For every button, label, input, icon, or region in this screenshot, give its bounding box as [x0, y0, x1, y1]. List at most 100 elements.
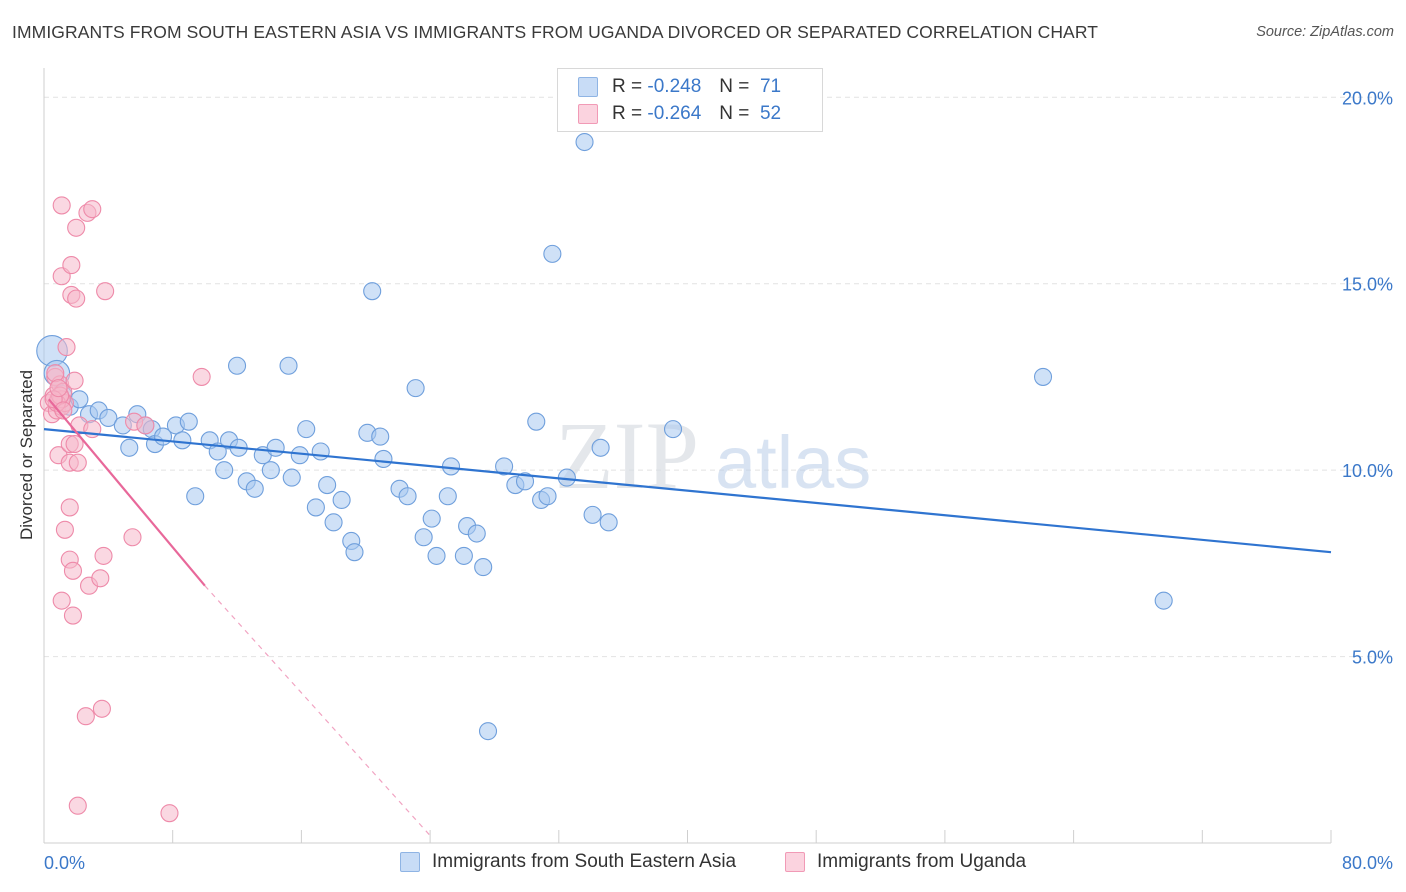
- legend: R = -0.248 N = 71 R = -0.264 N = 52: [557, 68, 823, 132]
- chart-source: Source: ZipAtlas.com: [1256, 24, 1394, 40]
- data-point: [543, 244, 562, 263]
- data-point: [120, 438, 139, 457]
- data-point: [406, 379, 425, 398]
- trend-lines: [43, 398, 1332, 836]
- data-point: [46, 364, 65, 383]
- data-point: [474, 558, 493, 577]
- y-tick-label: 10.0%: [1342, 461, 1393, 481]
- data-point: [345, 543, 364, 562]
- data-point: [65, 434, 84, 454]
- watermark-atlas: atlas: [715, 421, 871, 504]
- data-point: [54, 401, 73, 420]
- data-point: [279, 356, 298, 375]
- trend-line: [43, 428, 1332, 554]
- legend-row-pink: R = -0.264 N = 52: [578, 101, 781, 127]
- data-point: [68, 453, 87, 472]
- data-point: [371, 427, 390, 446]
- data-point: [92, 699, 111, 718]
- data-point: [414, 528, 433, 547]
- data-point: [478, 722, 498, 741]
- bottom-legend-blue: Immigrants from South Eastern Asia: [400, 851, 736, 873]
- y-tick-label: 5.0%: [1352, 648, 1393, 668]
- trend-line: [47, 398, 206, 587]
- legend-n-label: N =: [719, 76, 750, 97]
- y-axis-label: Divorced or Separated: [17, 370, 36, 540]
- data-point: [83, 200, 102, 219]
- data-point: [99, 408, 118, 427]
- data-point: [1033, 367, 1053, 386]
- data-point: [62, 256, 81, 275]
- data-point: [63, 606, 83, 625]
- watermark: ZIP: [555, 402, 699, 509]
- data-point: [282, 468, 301, 487]
- data-point: [583, 505, 602, 524]
- legend-r-value: -0.264: [647, 103, 702, 124]
- data-point: [52, 196, 71, 215]
- grid-lines: [44, 96, 1393, 658]
- bottom-legend-label-pink: Immigrants from Uganda: [817, 851, 1027, 872]
- data-point: [123, 528, 142, 547]
- data-point: [575, 132, 594, 152]
- legend-r-label: R =: [612, 76, 643, 97]
- data-point: [261, 461, 280, 480]
- data-point: [324, 513, 343, 532]
- data-point: [538, 487, 557, 506]
- data-point: [591, 438, 610, 457]
- data-point: [76, 707, 95, 726]
- x-tick-label: 0.0%: [44, 853, 85, 873]
- data-point: [67, 218, 86, 237]
- series-uganda: [39, 196, 211, 823]
- legend-n-value: 71: [759, 76, 782, 97]
- data-point: [422, 509, 441, 528]
- data-point: [60, 498, 79, 517]
- data-point: [306, 498, 325, 517]
- legend-r-value: -0.248: [647, 76, 702, 97]
- data-point: [96, 282, 115, 301]
- data-point: [215, 461, 234, 480]
- data-point: [297, 420, 316, 439]
- y-tick-label: 20.0%: [1342, 88, 1393, 108]
- data-point: [438, 487, 457, 506]
- data-point: [67, 289, 86, 308]
- data-point: [160, 804, 179, 823]
- data-point: [49, 379, 68, 398]
- data-point: [495, 457, 514, 476]
- data-point: [65, 371, 84, 390]
- tick-labels: 5.0% 10.0% 15.0% 20.0% 0.0% 80.0%: [44, 88, 1393, 873]
- data-point: [515, 472, 535, 491]
- data-point: [57, 338, 76, 357]
- data-point: [266, 438, 285, 457]
- data-point: [599, 513, 618, 532]
- legend-swatch-blue: [578, 77, 598, 97]
- bottom-legend-swatch-blue: [400, 852, 420, 872]
- legend-n-label: N =: [719, 103, 750, 124]
- bottom-legend-pink: Immigrants from Uganda: [785, 851, 1026, 873]
- data-point: [1154, 591, 1173, 610]
- data-point: [398, 487, 417, 506]
- data-point: [427, 546, 446, 565]
- data-point: [136, 416, 155, 435]
- data-point: [663, 420, 683, 439]
- data-point: [228, 356, 247, 375]
- data-point: [68, 796, 87, 815]
- data-point: [527, 412, 546, 431]
- data-point: [332, 490, 351, 510]
- bottom-legend-swatch-pink: [785, 852, 805, 872]
- data-point: [363, 282, 382, 301]
- data-point: [173, 431, 192, 450]
- data-point: [467, 524, 486, 543]
- legend-n-value: 52: [759, 103, 782, 124]
- data-point: [374, 449, 393, 469]
- legend-swatch-pink: [578, 104, 598, 124]
- trend-line-extension: [204, 585, 431, 836]
- data-point: [55, 520, 74, 539]
- data-point: [186, 487, 205, 506]
- legend-row-blue: R = -0.248 N = 71: [578, 74, 781, 100]
- data-point: [179, 412, 198, 431]
- bottom-legend-label-blue: Immigrants from South Eastern Asia: [432, 851, 737, 872]
- legend-r-label: R =: [612, 103, 643, 124]
- data-point: [454, 546, 473, 565]
- y-tick-label: 15.0%: [1342, 275, 1393, 295]
- data-point: [245, 479, 264, 498]
